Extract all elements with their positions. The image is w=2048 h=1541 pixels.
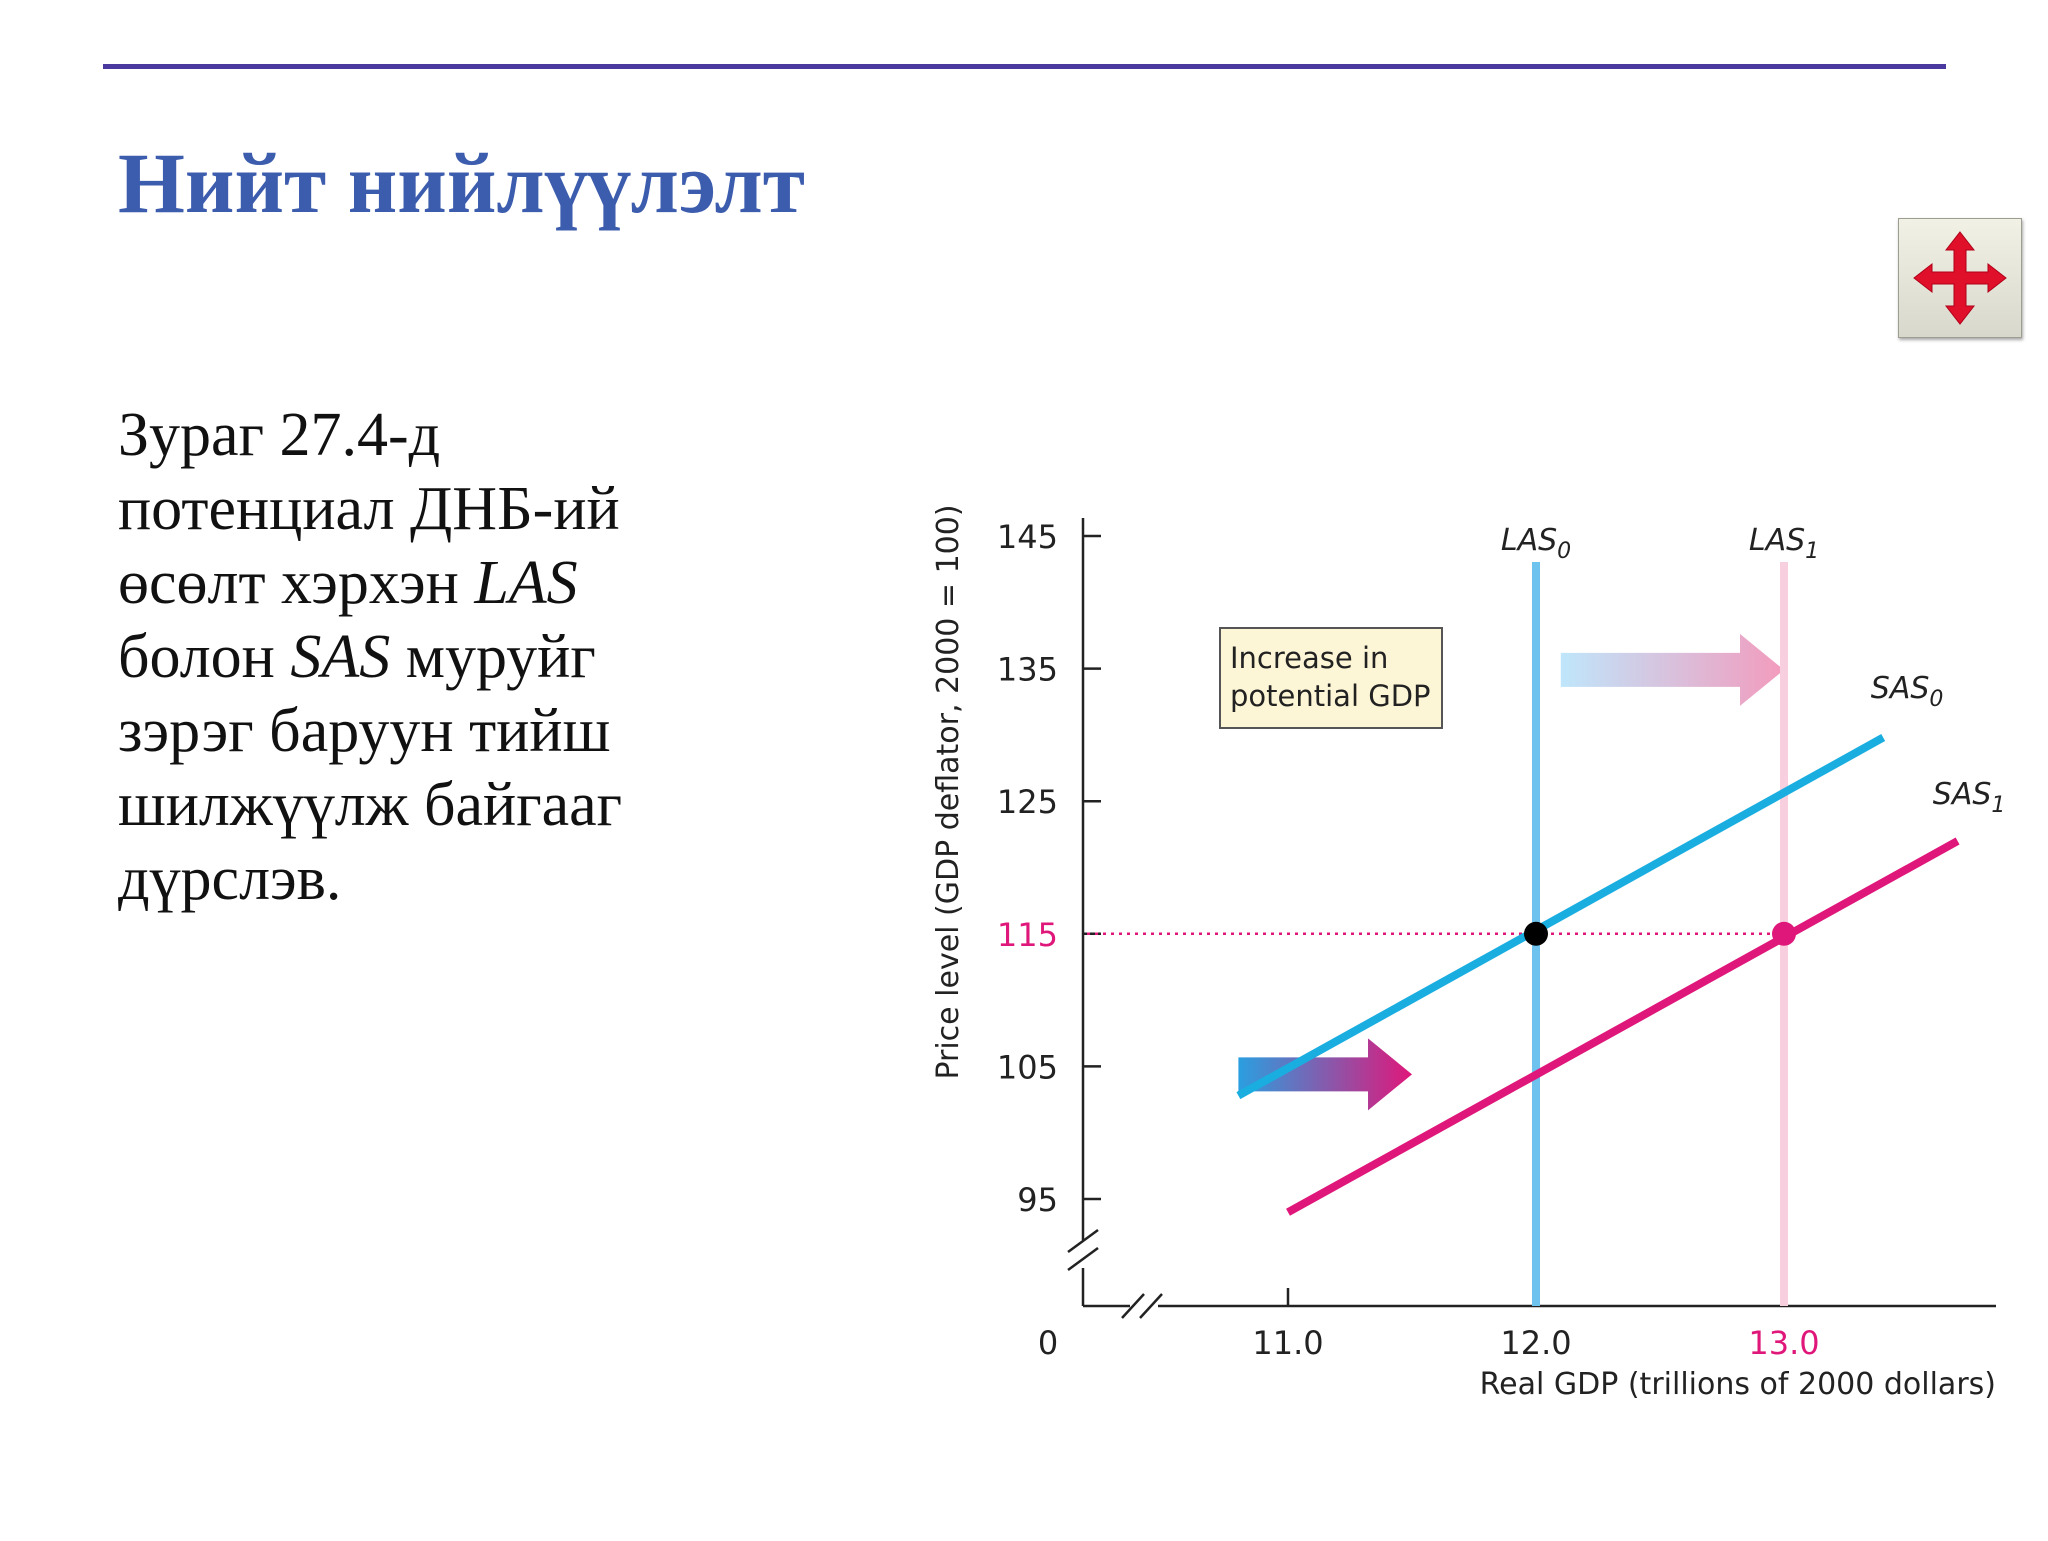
annotation-box — [1219, 627, 1443, 729]
series-label: LAS1 — [1749, 523, 1819, 564]
x-axis-break-mark — [1121, 1293, 1145, 1319]
origin-label: 0 — [1038, 1324, 1058, 1362]
x-tick-label: 13.0 — [1748, 1324, 1819, 1362]
series-label-subscript: 0 — [1557, 539, 1571, 564]
x-axis-break-mark — [1139, 1293, 1163, 1319]
y-tick-label: 125 — [997, 783, 1058, 821]
body-text-part: болон — [118, 623, 291, 691]
y-axis-title: Price level (GDP deflator, 2000 = 100) — [931, 504, 966, 1079]
series-label-subscript: 1 — [1805, 539, 1819, 564]
annotation-text: Increase in — [1230, 641, 1388, 675]
series-label-subscript: 0 — [1929, 687, 1943, 712]
y-tick-label: 95 — [1017, 1181, 1058, 1219]
shift-arrow — [1238, 1038, 1412, 1111]
annotation-text: potential GDP — [1230, 679, 1431, 713]
series-label-subscript: 1 — [1991, 793, 2005, 818]
four-way-move-arrows-icon — [1913, 231, 2007, 325]
x-tick-label: 11.0 — [1252, 1324, 1323, 1362]
top-divider-rule — [103, 64, 1946, 69]
y-axis-break-mark — [1067, 1246, 1099, 1272]
y-tick-label: 115 — [997, 916, 1058, 954]
sas-curve — [1286, 837, 1960, 1216]
body-text-sas: SAS — [290, 623, 391, 691]
body-text-part: Зураг 27.4-д потенциал ДНБ-ий өсөлт хэрх… — [118, 401, 620, 617]
body-text-part: муруйг зэрэг баруун тийш шилжүүлж байгаа… — [118, 623, 623, 913]
equilibrium-point — [1772, 921, 1796, 946]
x-axis-title: Real GDP (trillions of 2000 dollars) — [1480, 1367, 1996, 1402]
series-label: SAS1 — [1933, 777, 2006, 818]
series-label: LAS0 — [1501, 523, 1571, 564]
y-tick-label: 145 — [997, 518, 1058, 556]
y-axis-break-mark — [1067, 1228, 1099, 1254]
move-button[interactable] — [1898, 218, 2022, 338]
sas-curve — [1236, 734, 1886, 1100]
y-tick-label: 135 — [997, 651, 1058, 689]
x-tick-label: 12.0 — [1500, 1324, 1571, 1362]
body-text-las: LAS — [474, 549, 578, 617]
y-tick-label: 105 — [997, 1048, 1058, 1086]
shift-arrow — [1560, 633, 1784, 706]
slide-body-text: Зураг 27.4-д потенциал ДНБ-ий өсөлт хэрх… — [118, 398, 698, 916]
equilibrium-point — [1524, 921, 1548, 946]
series-label: SAS0 — [1871, 671, 1944, 712]
slide-title: Нийт нийлүүлэлт — [118, 135, 805, 231]
